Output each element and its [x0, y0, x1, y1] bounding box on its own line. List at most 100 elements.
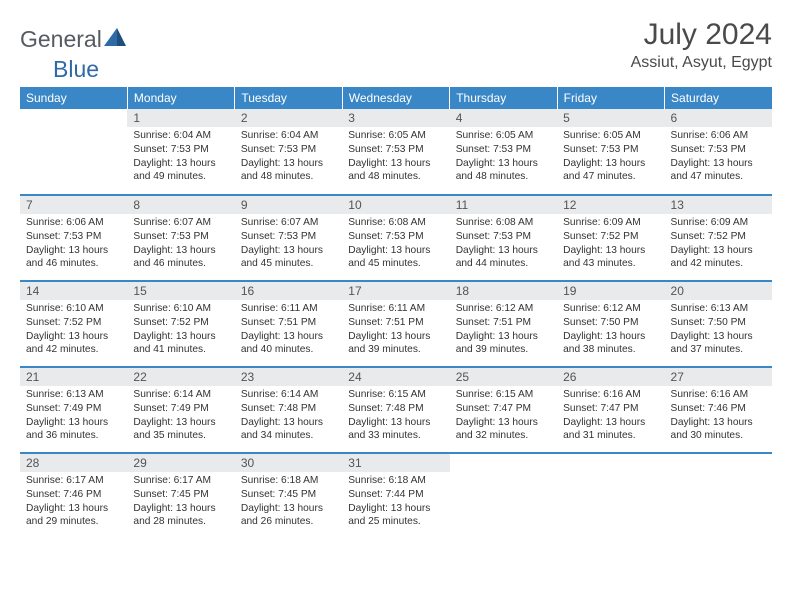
brand-part2: Blue — [53, 56, 99, 82]
day-details: Sunrise: 6:17 AMSunset: 7:45 PMDaylight:… — [127, 472, 234, 533]
daylight-text-1: Daylight: 13 hours — [133, 244, 228, 258]
day-number: 1 — [127, 109, 234, 127]
calendar-body: . 1Sunrise: 6:04 AMSunset: 7:53 PMDayligh… — [20, 109, 772, 539]
sunset-text: Sunset: 7:52 PM — [26, 316, 121, 330]
day-details: Sunrise: 6:06 AMSunset: 7:53 PMDaylight:… — [665, 127, 772, 188]
sunrise-text: Sunrise: 6:08 AM — [348, 216, 443, 230]
sunset-text: Sunset: 7:53 PM — [456, 230, 551, 244]
calendar-empty-cell: . — [450, 453, 557, 539]
header-row: General July 2024 Assiut, Asyut, Egypt — [20, 18, 772, 72]
sunrise-text: Sunrise: 6:13 AM — [671, 302, 766, 316]
day-number: 9 — [235, 196, 342, 214]
daylight-text-2: and 40 minutes. — [241, 343, 336, 357]
sunset-text: Sunset: 7:46 PM — [671, 402, 766, 416]
sunset-text: Sunset: 7:45 PM — [241, 488, 336, 502]
calendar-day-cell: 11Sunrise: 6:08 AMSunset: 7:53 PMDayligh… — [450, 195, 557, 281]
daylight-text-2: and 42 minutes. — [26, 343, 121, 357]
sunset-text: Sunset: 7:53 PM — [133, 143, 228, 157]
sunrise-text: Sunrise: 6:09 AM — [563, 216, 658, 230]
daylight-text-1: Daylight: 13 hours — [348, 330, 443, 344]
calendar-day-cell: 26Sunrise: 6:16 AMSunset: 7:47 PMDayligh… — [557, 367, 664, 453]
day-details: Sunrise: 6:09 AMSunset: 7:52 PMDaylight:… — [557, 214, 664, 275]
calendar-day-cell: 8Sunrise: 6:07 AMSunset: 7:53 PMDaylight… — [127, 195, 234, 281]
day-number: 14 — [20, 282, 127, 300]
daylight-text-1: Daylight: 13 hours — [456, 157, 551, 171]
daylight-text-1: Daylight: 13 hours — [133, 416, 228, 430]
calendar-week-row: 14Sunrise: 6:10 AMSunset: 7:52 PMDayligh… — [20, 281, 772, 367]
day-number: 29 — [127, 454, 234, 472]
sunrise-text: Sunrise: 6:16 AM — [563, 388, 658, 402]
day-number: 26 — [557, 368, 664, 386]
daylight-text-2: and 42 minutes. — [671, 257, 766, 271]
sunset-text: Sunset: 7:53 PM — [348, 230, 443, 244]
day-details: Sunrise: 6:14 AMSunset: 7:48 PMDaylight:… — [235, 386, 342, 447]
sunset-text: Sunset: 7:51 PM — [348, 316, 443, 330]
daylight-text-2: and 47 minutes. — [671, 170, 766, 184]
calendar-day-cell: 1Sunrise: 6:04 AMSunset: 7:53 PMDaylight… — [127, 109, 234, 195]
calendar-day-cell: 10Sunrise: 6:08 AMSunset: 7:53 PMDayligh… — [342, 195, 449, 281]
day-details: Sunrise: 6:08 AMSunset: 7:53 PMDaylight:… — [450, 214, 557, 275]
day-details: Sunrise: 6:06 AMSunset: 7:53 PMDaylight:… — [20, 214, 127, 275]
day-details: Sunrise: 6:05 AMSunset: 7:53 PMDaylight:… — [342, 127, 449, 188]
daylight-text-2: and 48 minutes. — [348, 170, 443, 184]
daylight-text-2: and 34 minutes. — [241, 429, 336, 443]
sunrise-text: Sunrise: 6:05 AM — [563, 129, 658, 143]
daylight-text-2: and 47 minutes. — [563, 170, 658, 184]
sunset-text: Sunset: 7:53 PM — [563, 143, 658, 157]
daylight-text-1: Daylight: 13 hours — [671, 416, 766, 430]
calendar-day-cell: 25Sunrise: 6:15 AMSunset: 7:47 PMDayligh… — [450, 367, 557, 453]
daylight-text-1: Daylight: 13 hours — [456, 244, 551, 258]
day-number: 25 — [450, 368, 557, 386]
calendar-day-cell: 13Sunrise: 6:09 AMSunset: 7:52 PMDayligh… — [665, 195, 772, 281]
day-number: 30 — [235, 454, 342, 472]
sunset-text: Sunset: 7:52 PM — [671, 230, 766, 244]
weekday-header: Sunday — [20, 87, 127, 109]
sunrise-text: Sunrise: 6:18 AM — [348, 474, 443, 488]
daylight-text-1: Daylight: 13 hours — [348, 244, 443, 258]
day-number: 7 — [20, 196, 127, 214]
day-details: Sunrise: 6:08 AMSunset: 7:53 PMDaylight:… — [342, 214, 449, 275]
day-details: Sunrise: 6:04 AMSunset: 7:53 PMDaylight:… — [235, 127, 342, 188]
sunrise-text: Sunrise: 6:14 AM — [133, 388, 228, 402]
calendar-day-cell: 5Sunrise: 6:05 AMSunset: 7:53 PMDaylight… — [557, 109, 664, 195]
calendar-empty-cell: . — [665, 453, 772, 539]
sunrise-text: Sunrise: 6:12 AM — [456, 302, 551, 316]
day-details: Sunrise: 6:12 AMSunset: 7:51 PMDaylight:… — [450, 300, 557, 361]
daylight-text-1: Daylight: 13 hours — [26, 416, 121, 430]
location-text: Assiut, Asyut, Egypt — [631, 54, 772, 72]
day-details: Sunrise: 6:04 AMSunset: 7:53 PMDaylight:… — [127, 127, 234, 188]
day-number: 19 — [557, 282, 664, 300]
daylight-text-1: Daylight: 13 hours — [671, 330, 766, 344]
day-details: Sunrise: 6:15 AMSunset: 7:48 PMDaylight:… — [342, 386, 449, 447]
calendar-week-row: 28Sunrise: 6:17 AMSunset: 7:46 PMDayligh… — [20, 453, 772, 539]
day-number: 22 — [127, 368, 234, 386]
daylight-text-2: and 31 minutes. — [563, 429, 658, 443]
sunrise-text: Sunrise: 6:05 AM — [456, 129, 551, 143]
sunset-text: Sunset: 7:46 PM — [26, 488, 121, 502]
daylight-text-1: Daylight: 13 hours — [348, 502, 443, 516]
day-details: Sunrise: 6:18 AMSunset: 7:44 PMDaylight:… — [342, 472, 449, 533]
sunset-text: Sunset: 7:52 PM — [133, 316, 228, 330]
calendar-day-cell: 17Sunrise: 6:11 AMSunset: 7:51 PMDayligh… — [342, 281, 449, 367]
weekday-header: Tuesday — [235, 87, 342, 109]
weekday-header: Saturday — [665, 87, 772, 109]
calendar-day-cell: 27Sunrise: 6:16 AMSunset: 7:46 PMDayligh… — [665, 367, 772, 453]
sunrise-text: Sunrise: 6:06 AM — [671, 129, 766, 143]
day-number: 18 — [450, 282, 557, 300]
day-number: 4 — [450, 109, 557, 127]
calendar-day-cell: 3Sunrise: 6:05 AMSunset: 7:53 PMDaylight… — [342, 109, 449, 195]
daylight-text-1: Daylight: 13 hours — [348, 157, 443, 171]
calendar-day-cell: 14Sunrise: 6:10 AMSunset: 7:52 PMDayligh… — [20, 281, 127, 367]
daylight-text-1: Daylight: 13 hours — [26, 502, 121, 516]
day-details: Sunrise: 6:11 AMSunset: 7:51 PMDaylight:… — [342, 300, 449, 361]
daylight-text-2: and 28 minutes. — [133, 515, 228, 529]
sunrise-text: Sunrise: 6:14 AM — [241, 388, 336, 402]
day-number: 20 — [665, 282, 772, 300]
daylight-text-2: and 44 minutes. — [456, 257, 551, 271]
sunset-text: Sunset: 7:52 PM — [563, 230, 658, 244]
day-details: Sunrise: 6:12 AMSunset: 7:50 PMDaylight:… — [557, 300, 664, 361]
brand-logo: General — [20, 18, 128, 53]
day-details: Sunrise: 6:05 AMSunset: 7:53 PMDaylight:… — [450, 127, 557, 188]
daylight-text-1: Daylight: 13 hours — [133, 330, 228, 344]
day-number: 13 — [665, 196, 772, 214]
